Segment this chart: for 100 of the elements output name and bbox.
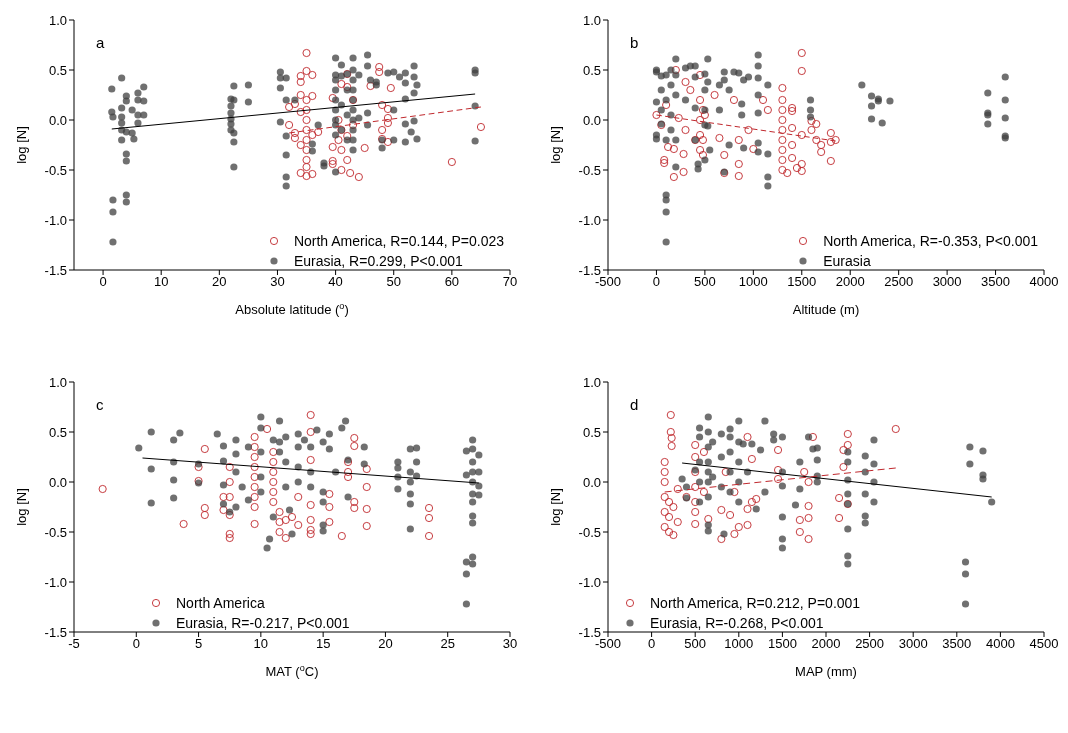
point: [308, 169, 317, 179]
point: [302, 171, 311, 181]
x-tick-label: 1500: [787, 274, 817, 290]
point: [691, 519, 700, 529]
point: [328, 142, 337, 152]
point: [296, 107, 305, 117]
point: [795, 515, 804, 525]
point: [691, 497, 700, 507]
point: [337, 145, 346, 155]
x-tick-label: 5: [194, 636, 203, 652]
point: [383, 137, 392, 147]
y-axis-title: log [N]: [548, 488, 563, 526]
point: [302, 135, 311, 145]
x-tick-label: 15: [315, 636, 331, 652]
y-axis-title: log [N]: [548, 126, 563, 164]
x-tick-label: 3000: [932, 274, 962, 290]
point: [343, 155, 352, 165]
point: [773, 445, 783, 455]
x-tick-label: 4000: [1029, 274, 1059, 290]
point: [302, 125, 311, 135]
point: [375, 67, 384, 77]
point: [891, 424, 900, 434]
legend-label: North America, R=0.212, P=0.001: [650, 594, 861, 613]
x-tick-label: 2000: [811, 636, 841, 652]
x-tick-label: 60: [444, 274, 460, 290]
x-axis-title: MAP (mm): [795, 664, 857, 679]
point: [302, 155, 311, 165]
point: [743, 504, 752, 514]
point: [804, 477, 813, 487]
point: [843, 429, 852, 439]
point: [660, 507, 669, 517]
x-tick-label: 1000: [738, 274, 768, 290]
point: [348, 120, 358, 130]
x-tick-label: 2500: [884, 274, 914, 290]
point: [747, 497, 756, 507]
point: [721, 467, 730, 477]
point: [290, 128, 299, 138]
point: [699, 447, 708, 457]
point: [447, 157, 456, 167]
point: [839, 445, 848, 455]
x-tick-label: 10: [253, 636, 269, 652]
point: [673, 484, 682, 494]
legend-label: Eurasia, R=-0.268, P<0.001: [650, 614, 824, 633]
point: [285, 102, 294, 112]
x-tick-label: 25: [440, 636, 455, 652]
point: [383, 113, 392, 123]
point: [667, 433, 676, 443]
point: [666, 427, 675, 437]
point: [839, 462, 848, 472]
point: [296, 77, 305, 87]
point: [337, 165, 346, 175]
point: [667, 441, 676, 451]
x-tick-label: 30: [502, 636, 518, 652]
point: [383, 118, 392, 128]
legend-label: Eurasia, R=-0.217, P<0.001: [176, 614, 350, 633]
y-tick-label: 0.5: [48, 424, 67, 440]
point: [386, 83, 395, 93]
y-tick-label: 0.5: [48, 62, 67, 78]
point: [343, 131, 352, 141]
point: [375, 62, 384, 72]
point: [328, 159, 337, 169]
point: [337, 79, 346, 89]
y-tick-label: 0.5: [582, 424, 601, 440]
point: [366, 81, 375, 91]
x-tick-label: 0: [99, 274, 107, 290]
y-tick-label: -1.0: [578, 212, 601, 228]
point: [773, 465, 783, 475]
point: [660, 492, 669, 502]
point: [290, 133, 299, 143]
point: [308, 91, 317, 101]
point: [699, 487, 708, 497]
point: [804, 501, 813, 511]
legend-label: Eurasia, R=0.299, P<0.001: [293, 252, 463, 271]
y-tick-label: 0.5: [582, 62, 601, 78]
x-tick-label: 0: [647, 636, 656, 652]
point: [726, 510, 735, 520]
x-tick-label: 50: [386, 274, 401, 290]
x-tick-label: 40: [328, 274, 343, 290]
x-tick-label: 500: [694, 274, 716, 290]
x-axis-title: MAT ($^{o}$C): [265, 663, 319, 679]
point: [804, 513, 813, 523]
point: [730, 487, 739, 497]
point: [743, 432, 752, 442]
point: [296, 90, 305, 100]
x-tick-label: 20: [212, 274, 227, 290]
y-tick-label: -1.5: [44, 262, 67, 278]
point: [378, 125, 387, 135]
x-tick-label: 500: [684, 636, 707, 652]
point: [328, 93, 337, 103]
x-tick-label: 0: [132, 636, 140, 652]
y-axis-title: log [N]: [14, 488, 29, 526]
x-tick-label: 4500: [1029, 636, 1059, 652]
x-tick-label: 30: [270, 274, 285, 290]
point: [378, 100, 387, 110]
point: [669, 530, 678, 540]
y-tick-label: 0.0: [48, 474, 67, 490]
x-tick-label: 0: [652, 274, 661, 290]
point: [747, 454, 756, 464]
point: [691, 507, 700, 517]
y-axis-title: log [N]: [14, 126, 29, 164]
